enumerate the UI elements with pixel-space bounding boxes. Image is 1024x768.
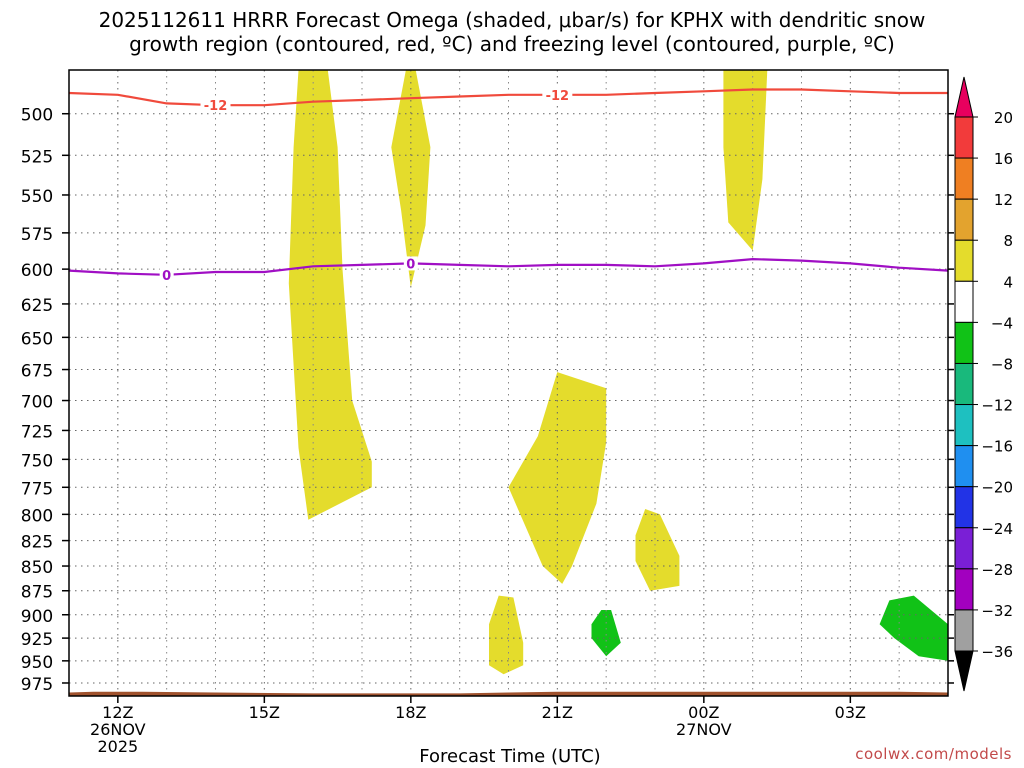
y-tick-label: 975 <box>21 675 53 695</box>
colorbar-segment <box>954 362 974 406</box>
y-tick-label: 600 <box>21 261 53 281</box>
contour-label-bg <box>403 256 418 271</box>
x-tick-label: 00Z <box>688 703 719 722</box>
y-tick-label: 625 <box>21 296 53 316</box>
y-tick-label: 750 <box>21 451 53 471</box>
omega-region <box>723 70 768 251</box>
y-tick-label: 775 <box>21 479 53 499</box>
x-tick-label: 26NOV <box>90 720 146 739</box>
contour-label: 0 <box>406 257 415 272</box>
y-tick-label: 550 <box>21 187 53 207</box>
omega-region <box>879 595 948 661</box>
colorbar-segment <box>954 568 974 611</box>
colorbar-segment <box>954 280 974 323</box>
terrain-layer <box>69 691 948 696</box>
omega-region <box>591 610 621 657</box>
colorbar-segment <box>954 404 974 447</box>
y-tick-label: 800 <box>21 506 53 526</box>
x-tick-label: 03Z <box>835 703 866 722</box>
colorbar-label: −4 <box>991 314 1013 332</box>
colorbar-segment <box>954 116 974 159</box>
contour-label: 0 <box>162 269 171 284</box>
colorbar-segment <box>954 157 974 200</box>
omega-region <box>635 509 680 591</box>
y-tick-label: 725 <box>21 422 53 442</box>
colorbar-segment <box>954 486 974 529</box>
colorbar-label: −24 <box>981 520 1013 538</box>
contour-line <box>68 258 949 276</box>
contour-label-bg <box>200 98 231 113</box>
colorbar-label: 8 <box>1003 232 1013 250</box>
contour-label-bg <box>542 87 573 102</box>
colorbar-segment <box>954 198 974 241</box>
omega-region <box>489 595 524 675</box>
y-tick-label: 925 <box>21 630 53 650</box>
colorbar-label: −20 <box>981 479 1013 497</box>
x-tick-label: 21Z <box>542 703 573 722</box>
terrain-area <box>69 691 948 696</box>
colorbar-label: 20 <box>994 109 1013 127</box>
colorbar-segment <box>954 321 974 364</box>
colorbar-label: −36 <box>981 643 1013 661</box>
x-axis-label: Forecast Time (UTC) <box>419 746 601 767</box>
y-tick-label: 500 <box>21 106 53 126</box>
colorbar-label: 12 <box>994 191 1013 209</box>
omega-shading-layer <box>288 70 948 675</box>
y-tick-label: 650 <box>21 329 53 349</box>
y-tick-label: 700 <box>21 393 53 413</box>
y-tick-label: 900 <box>21 607 53 627</box>
colorbar-label: −16 <box>981 438 1013 456</box>
colorbar-segment <box>954 239 974 282</box>
colorbar-segment <box>954 527 974 570</box>
contour-label-bg <box>159 267 174 282</box>
y-tick-label: 950 <box>21 653 53 673</box>
y-tick-label: 825 <box>21 533 53 553</box>
credit-text: coolwx.com/models <box>855 745 1012 763</box>
x-tick-label: 27NOV <box>676 720 732 739</box>
axes-layer: 500 525 550 575 600 625 650 675 700 725 750 775 800 8… <box>21 69 954 756</box>
plot-frame <box>68 69 949 697</box>
x-tick-label: 12Z <box>102 703 133 722</box>
colorbar-segment <box>954 609 974 652</box>
colorbar-label: −28 <box>981 561 1013 579</box>
chart-title: 2025112611 HRRR Forecast Omega (shaded, … <box>98 8 926 56</box>
x-tick-label: 15Z <box>249 703 280 722</box>
contour-label: -12 <box>546 89 570 104</box>
contour-label: -12 <box>204 99 228 114</box>
y-tick-label: 675 <box>21 362 53 382</box>
colorbar-max-arrow <box>954 76 974 118</box>
y-tick-label: 850 <box>21 558 53 578</box>
colorbar-label: −32 <box>981 602 1013 620</box>
colorbar: 20 16 12 8 4 −4 −8 −12 −16 −20 −24 −28 −32 −36 <box>954 76 1013 692</box>
colorbar-min-arrow <box>954 650 974 692</box>
y-tick-label: 575 <box>21 225 53 245</box>
colorbar-label: −8 <box>991 355 1013 373</box>
y-tick-label: 875 <box>21 583 53 603</box>
x-tick-label: 2025 <box>97 737 138 756</box>
y-tick-label: 525 <box>21 147 53 167</box>
contour-layer: -12 -12 0 0 <box>68 87 949 284</box>
colorbar-segment <box>954 445 974 488</box>
colorbar-label: −12 <box>981 397 1013 415</box>
omega-region <box>288 70 372 520</box>
x-tick-label: 18Z <box>395 703 426 722</box>
colorbar-label: 16 <box>994 150 1013 168</box>
colorbar-label: 4 <box>1003 273 1013 291</box>
